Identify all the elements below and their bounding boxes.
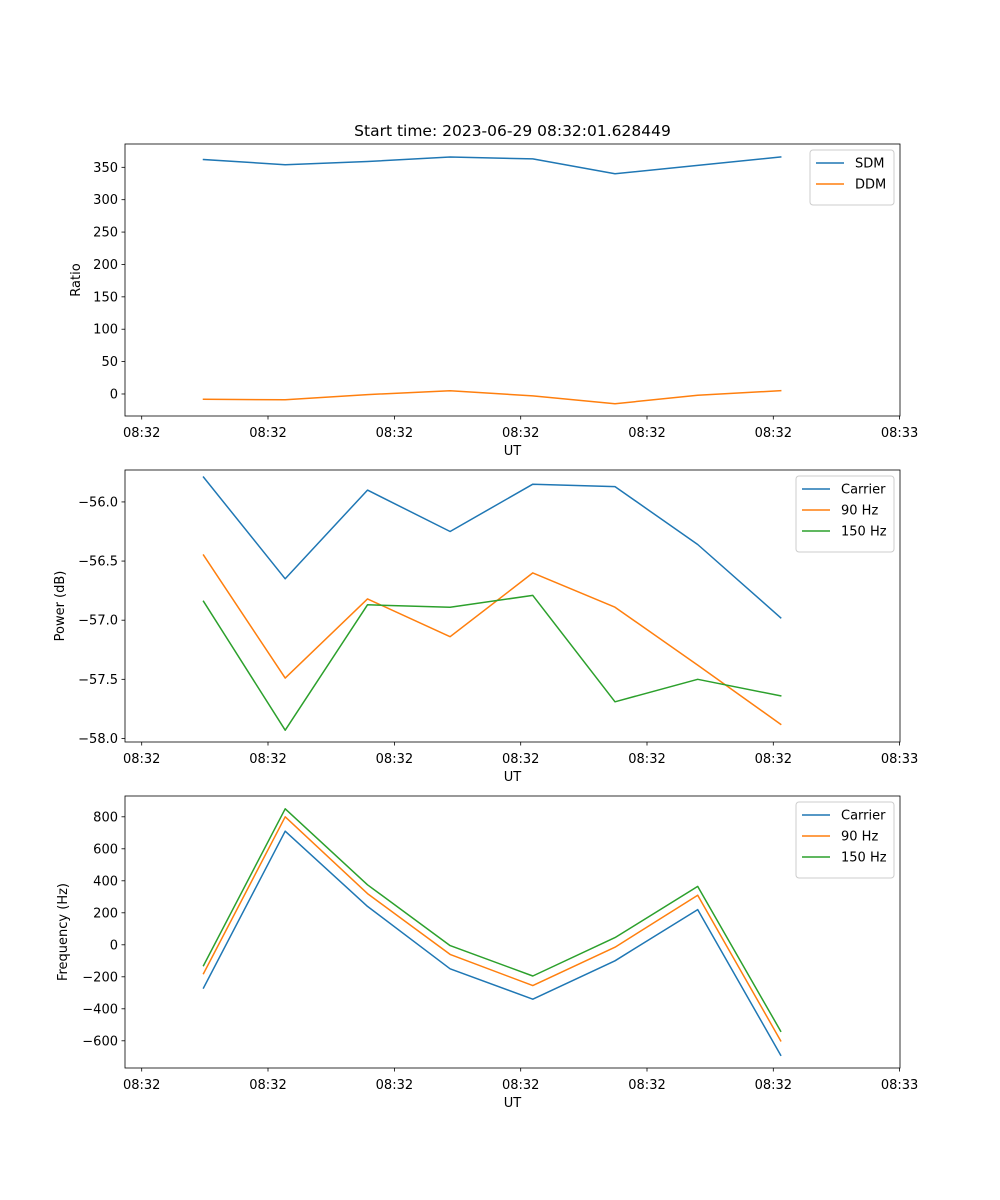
x-tick-label: 08:32 [755, 1078, 792, 1093]
x-tick-label: 08:32 [123, 1078, 160, 1093]
legend-power: Carrier 90 Hz 150 Hz [795, 475, 895, 553]
panel-ratio: 0 50 100 150 200 250 300 350 08:32 08:32 08:32 08:3… [69, 143, 918, 459]
axes-frame-frequency [124, 795, 901, 1069]
x-tick-label: 08:33 [881, 1078, 918, 1093]
series-line-frequency-1 [202, 816, 782, 1042]
x-tick-label: 08:32 [376, 1078, 413, 1093]
panel-power: −58.0 −57.5 −57.0 −56.5 −56.0 08:32 08:32 08:32… [53, 469, 918, 785]
y-tick-label: 250 [93, 226, 118, 241]
y-tick-label: −58.0 [78, 732, 118, 747]
x-axis-label: UT [504, 444, 522, 459]
figure-title: Start time: 2023-06-29 08:32:01.628449 [354, 122, 671, 140]
x-tick-label: 08:32 [628, 1078, 665, 1093]
x-tick-label: 08:32 [502, 426, 539, 441]
y-tick-label: 200 [93, 258, 118, 273]
legend-box [795, 475, 895, 553]
x-tick-label: 08:32 [249, 426, 286, 441]
series-line-frequency-0 [202, 830, 782, 1057]
legend-label: 90 Hz [841, 830, 878, 845]
y-tick-label: 0 [110, 387, 118, 402]
legend-frequency: Carrier 90 Hz 150 Hz [795, 801, 895, 879]
legend-label: 150 Hz [841, 525, 887, 540]
x-tick-label: 08:32 [628, 426, 665, 441]
y-tick-label: 300 [93, 193, 118, 208]
y-tick-label: 100 [93, 323, 118, 338]
x-tick-label: 08:32 [502, 1078, 539, 1093]
y-tick-label: −56.0 [78, 495, 118, 510]
y-tick-label: 600 [93, 842, 118, 857]
y-tick-label: 400 [93, 874, 118, 889]
y-tick-label: −56.5 [78, 555, 118, 570]
y-tick-label: −200 [82, 970, 118, 985]
series-line-ratio-0 [202, 156, 782, 175]
x-tick-label: 08:32 [249, 752, 286, 767]
series-line-power-1 [202, 554, 782, 726]
series-line-power-2 [202, 594, 782, 731]
series-line-frequency-2 [202, 808, 782, 1033]
x-tick-label: 08:32 [376, 752, 413, 767]
y-tick-label: 0 [110, 938, 118, 953]
x-tick-label: 08:33 [881, 752, 918, 767]
x-tick-label: 08:32 [123, 426, 160, 441]
y-axis-label: Ratio [69, 263, 84, 296]
y-tick-label: 200 [93, 906, 118, 921]
series-line-power-0 [202, 476, 782, 619]
x-axis-label: UT [504, 770, 522, 785]
y-tick-label: 50 [101, 355, 118, 370]
series-line-ratio-1 [202, 389, 782, 405]
y-tick-label: 150 [93, 290, 118, 305]
legend-label: SDM [855, 157, 884, 172]
x-tick-label: 08:32 [628, 752, 665, 767]
y-tick-label: −57.5 [78, 673, 118, 688]
legend-ratio: SDM DDM [809, 149, 895, 206]
legend-label: DDM [855, 178, 886, 193]
legend-label: Carrier [841, 809, 886, 824]
panel-frequency: −600 −400 −200 0 200 400 600 800 08:32 08:32 08:32… [56, 795, 918, 1111]
y-tick-label: 350 [93, 161, 118, 176]
x-tick-label: 08:32 [755, 426, 792, 441]
legend-box [795, 801, 895, 879]
y-axis-label: Power (dB) [53, 571, 68, 642]
y-tick-label: −600 [82, 1034, 118, 1049]
y-tick-label: 800 [93, 810, 118, 825]
y-tick-label: −57.0 [78, 614, 118, 629]
legend-label: Carrier [841, 483, 886, 498]
x-axis-label: UT [504, 1096, 522, 1111]
axes-frame-power [124, 469, 901, 743]
y-tick-label: −400 [82, 1002, 118, 1017]
x-tick-label: 08:32 [123, 752, 160, 767]
x-tick-label: 08:33 [881, 426, 918, 441]
axes-frame-ratio [124, 143, 901, 417]
x-tick-label: 08:32 [249, 1078, 286, 1093]
legend-label: 90 Hz [841, 504, 878, 519]
y-axis-label: Frequency (Hz) [56, 883, 71, 981]
x-tick-label: 08:32 [376, 426, 413, 441]
x-tick-label: 08:32 [755, 752, 792, 767]
legend-label: 150 Hz [841, 851, 887, 866]
x-tick-label: 08:32 [502, 752, 539, 767]
